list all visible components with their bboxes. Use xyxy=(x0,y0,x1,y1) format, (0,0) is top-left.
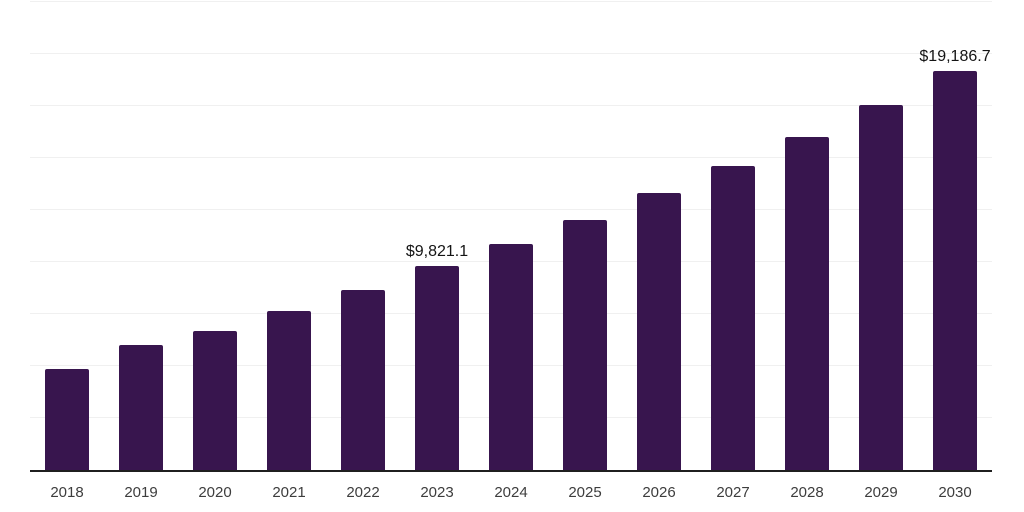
gridline-22500 xyxy=(30,1,992,2)
gridline-12500 xyxy=(30,209,992,210)
bar-2025 xyxy=(563,220,607,470)
bar-2021 xyxy=(267,310,311,470)
gridline-20000 xyxy=(30,53,992,54)
x-tick-2018: 2018 xyxy=(50,484,84,501)
x-tick-2027: 2027 xyxy=(716,484,750,501)
bar-2020 xyxy=(193,331,237,470)
x-tick-2019: 2019 xyxy=(124,484,158,501)
x-tick-2026: 2026 xyxy=(642,484,676,501)
value-label-2023: $9,821.1 xyxy=(405,242,469,260)
x-axis-labels: 2018 2019 2020 2021 2022 2023 2024 2025 2026 2027… xyxy=(30,484,992,504)
bar-2029 xyxy=(859,104,903,470)
x-tick-2029: 2029 xyxy=(864,484,898,501)
x-tick-2024: 2024 xyxy=(494,484,528,501)
bar-2028 xyxy=(785,136,829,470)
bar-2023 xyxy=(415,265,459,470)
gridline-15000 xyxy=(30,157,992,158)
x-tick-2023: 2023 xyxy=(420,484,454,501)
bar-2018 xyxy=(45,369,89,470)
bar-2027 xyxy=(711,165,755,470)
bar-2026 xyxy=(637,193,681,470)
x-tick-2030: 2030 xyxy=(938,484,972,501)
x-tick-2021: 2021 xyxy=(272,484,306,501)
bar-2030 xyxy=(933,70,977,470)
bar-2024 xyxy=(489,243,533,470)
x-tick-2020: 2020 xyxy=(198,484,232,501)
gridline-17500 xyxy=(30,105,992,106)
bar-2019 xyxy=(119,345,163,470)
plot-area: $9,821.1 $19,186.7 xyxy=(30,1,992,472)
x-tick-2028: 2028 xyxy=(790,484,824,501)
value-label-2030: $19,186.7 xyxy=(919,47,991,65)
x-tick-2025: 2025 xyxy=(568,484,602,501)
bar-2022 xyxy=(341,289,385,470)
x-tick-2022: 2022 xyxy=(346,484,380,501)
